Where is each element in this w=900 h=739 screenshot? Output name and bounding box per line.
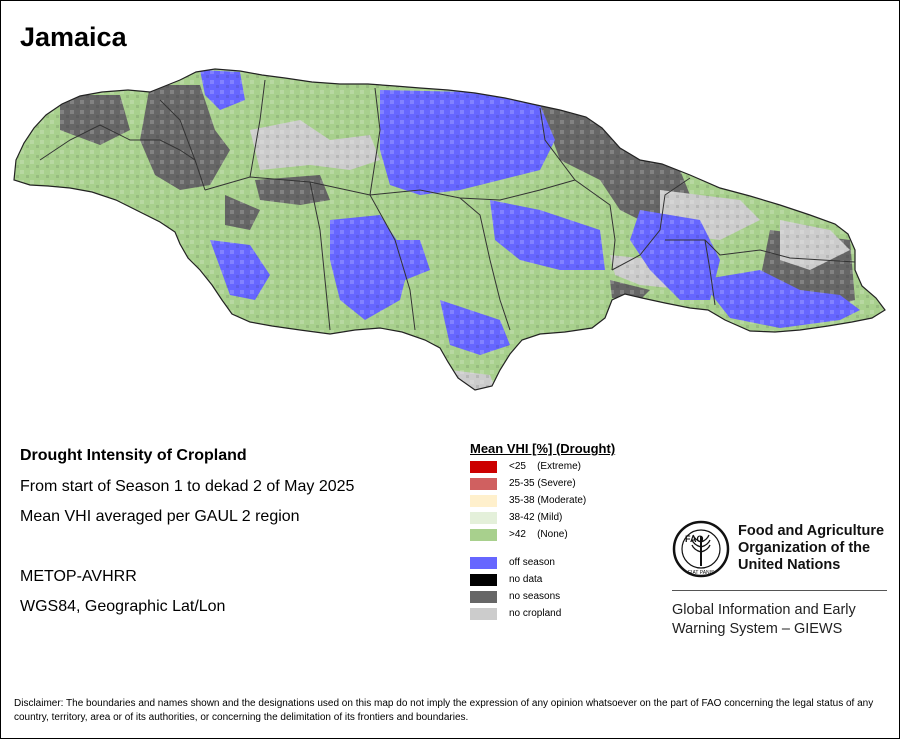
fao-logo-letters: FAO (685, 534, 704, 544)
jamaica-map (13, 68, 886, 391)
fao-logo-icon: FAO FIAT PANIS (672, 520, 730, 578)
legend-item-no-data: no data (470, 573, 542, 586)
boundary-line (665, 239, 856, 263)
period-text: From start of Season 1 to dekad 2 of May… (20, 478, 355, 495)
legend-swatch (470, 511, 497, 524)
legend-label: no data (509, 574, 543, 585)
legend-label: off season (509, 557, 555, 568)
sensor-text: METOP-AVHRR (20, 568, 137, 585)
legend-item-none: >42 (None) (470, 528, 568, 541)
legend-swatch (470, 460, 497, 473)
fao-logo-motto: FIAT PANIS (688, 570, 715, 576)
gaul2-boundaries (39, 79, 856, 331)
legend-item-severe: 25-35 (Severe) (470, 477, 576, 490)
boundary-line (159, 99, 196, 161)
boundary-line (539, 107, 616, 271)
legend-item-mild: 38-42 (Mild) (470, 511, 562, 524)
legend-label: 25-35 (Severe) (509, 478, 576, 489)
legend-label: no cropland (509, 608, 562, 619)
legend-swatch (470, 590, 497, 603)
legend-item-off-season: off season (470, 556, 555, 569)
boundary-line (249, 79, 266, 178)
legend-swatch (470, 494, 497, 507)
boundary-line (704, 239, 716, 306)
legend-title: Mean VHI [%] (Drought) (470, 441, 616, 456)
legend-swatch (470, 573, 497, 586)
legend-label: 38-42 (Mild) (509, 512, 563, 523)
legend-label: >42 (None) (509, 529, 568, 540)
vhi-raster (14, 69, 885, 390)
map-title: Jamaica (20, 22, 127, 52)
map-subtitle: Drought Intensity of Cropland (20, 447, 247, 464)
legend-item-extreme: <25 (Extreme) (470, 460, 581, 473)
legend-label: 35-38 (Moderate) (509, 495, 587, 506)
fao-name: Food and Agriculture Organization of the… (738, 523, 885, 573)
boundary-line (369, 194, 416, 331)
raster-texture (14, 69, 885, 390)
boundary-line (369, 87, 381, 196)
legend-item-no-seasons: no seasons (470, 590, 560, 603)
boundary-line (204, 176, 576, 201)
boundary-line (309, 181, 331, 331)
divider (672, 590, 887, 591)
disclaimer-text: Disclaimer: The boundaries and names sho… (14, 698, 874, 723)
boundary-line (39, 124, 206, 191)
legend-label: no seasons (509, 591, 561, 602)
projection-text: WGS84, Geographic Lat/Lon (20, 598, 226, 615)
boundary-line (611, 177, 691, 271)
legend-item-no-cropland: no cropland (470, 607, 561, 620)
legend-swatch (470, 528, 497, 541)
legend-swatch (470, 607, 497, 620)
legend-label: <25 (Extreme) (509, 461, 581, 472)
legend-swatch (470, 556, 497, 569)
method-text: Mean VHI averaged per GAUL 2 region (20, 508, 300, 525)
boundary-line (459, 197, 511, 331)
giews-name: Global Information and Early Warning Sys… (672, 602, 856, 637)
legend-item-moderate: 35-38 (Moderate) (470, 494, 586, 507)
legend-swatch (470, 477, 497, 490)
